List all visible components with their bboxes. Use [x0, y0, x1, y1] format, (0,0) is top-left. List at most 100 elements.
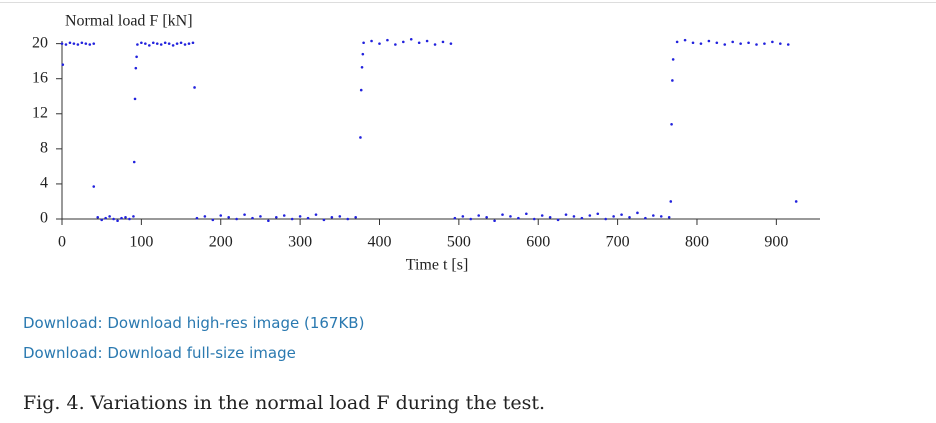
data-point: [652, 214, 655, 217]
data-point: [671, 58, 675, 61]
data-point: [267, 219, 270, 223]
data-point: [409, 37, 413, 41]
data-point: [187, 42, 191, 45]
x-tick-label: 300: [288, 234, 312, 251]
data-point: [425, 39, 429, 43]
data-point: [763, 42, 766, 45]
data-point: [148, 44, 151, 47]
data-point: [179, 41, 183, 45]
data-point: [360, 66, 364, 69]
data-point: [747, 41, 750, 45]
data-point: [159, 43, 163, 46]
data-point: [76, 43, 80, 46]
y-tick-label: 12: [32, 104, 48, 121]
data-point: [167, 42, 171, 45]
data-point: [133, 97, 137, 101]
data-point: [370, 39, 373, 43]
data-point: [354, 215, 357, 219]
data-point: [92, 42, 96, 45]
data-point: [134, 66, 138, 70]
data-point: [211, 218, 215, 222]
x-tick-label: 0: [58, 234, 66, 251]
x-tick-label: 500: [447, 234, 471, 251]
y-tick-label: 4: [40, 175, 48, 192]
data-point: [227, 215, 230, 219]
data-point: [469, 217, 473, 221]
top-border: [0, 2, 936, 3]
data-point: [485, 215, 488, 219]
data-point: [100, 218, 103, 222]
data-point: [92, 185, 96, 188]
data-point: [108, 215, 111, 218]
data-point: [120, 216, 123, 220]
data-point: [596, 212, 600, 216]
x-tick-label: 200: [209, 234, 233, 251]
data-point: [104, 216, 107, 220]
data-point: [243, 213, 246, 216]
data-point: [670, 123, 673, 126]
data-point: [786, 43, 790, 46]
data-point: [219, 214, 223, 217]
data-point: [441, 40, 445, 44]
data-point: [361, 52, 365, 56]
data-point: [60, 42, 64, 45]
data-point: [346, 217, 350, 221]
download-link[interactable]: Download: Download full-size image: [23, 344, 296, 362]
data-point: [580, 216, 584, 220]
x-tick-label: 100: [129, 234, 153, 251]
data-point: [124, 215, 127, 219]
data-point: [501, 213, 504, 216]
data-point: [723, 43, 727, 46]
data-point: [794, 200, 798, 203]
data-point: [715, 41, 719, 45]
data-point: [620, 213, 623, 216]
data-point: [132, 160, 136, 164]
x-tick-label: 700: [606, 234, 630, 251]
data-point: [151, 41, 155, 45]
data-point: [195, 216, 199, 220]
data-point: [68, 41, 72, 45]
x-tick-label: 400: [367, 234, 391, 251]
data-point: [251, 216, 254, 220]
download-link[interactable]: Download: Download high-res image (167KB…: [23, 314, 365, 332]
data-point: [362, 41, 365, 45]
data-point: [155, 42, 159, 45]
y-tick-label: 0: [40, 210, 48, 227]
data-point: [532, 217, 536, 221]
data-point: [175, 42, 179, 45]
data-point: [112, 217, 115, 221]
data-point: [193, 86, 196, 89]
data-point: [314, 213, 318, 216]
data-point: [449, 42, 453, 45]
data-point: [290, 217, 294, 221]
data-point: [644, 216, 647, 220]
data-point: [671, 79, 674, 82]
data-point: [683, 38, 687, 42]
data-point: [556, 218, 560, 222]
data-point: [659, 215, 663, 218]
data-point: [96, 215, 100, 219]
x-tick-label: 900: [764, 234, 788, 251]
data-point: [338, 215, 342, 218]
data-point: [667, 215, 671, 219]
data-point: [61, 63, 65, 66]
data-point: [699, 42, 703, 45]
data-point: [386, 38, 389, 42]
data-point: [191, 41, 195, 45]
data-point: [461, 215, 465, 218]
data-point: [235, 217, 238, 221]
y-tick-label: 16: [32, 69, 48, 86]
chart: Normal load F [kN] Time t [s] 0481216200…: [32, 13, 820, 274]
data-point: [669, 200, 673, 203]
data-point: [136, 43, 139, 46]
data-point: [163, 41, 167, 45]
data-point: [259, 215, 262, 218]
data-point: [540, 214, 544, 217]
data-point: [84, 42, 88, 45]
data-point: [417, 41, 421, 45]
data-point: [80, 41, 84, 45]
data-point: [394, 43, 397, 46]
data-point: [275, 215, 278, 219]
x-tick-label: 800: [685, 234, 709, 251]
